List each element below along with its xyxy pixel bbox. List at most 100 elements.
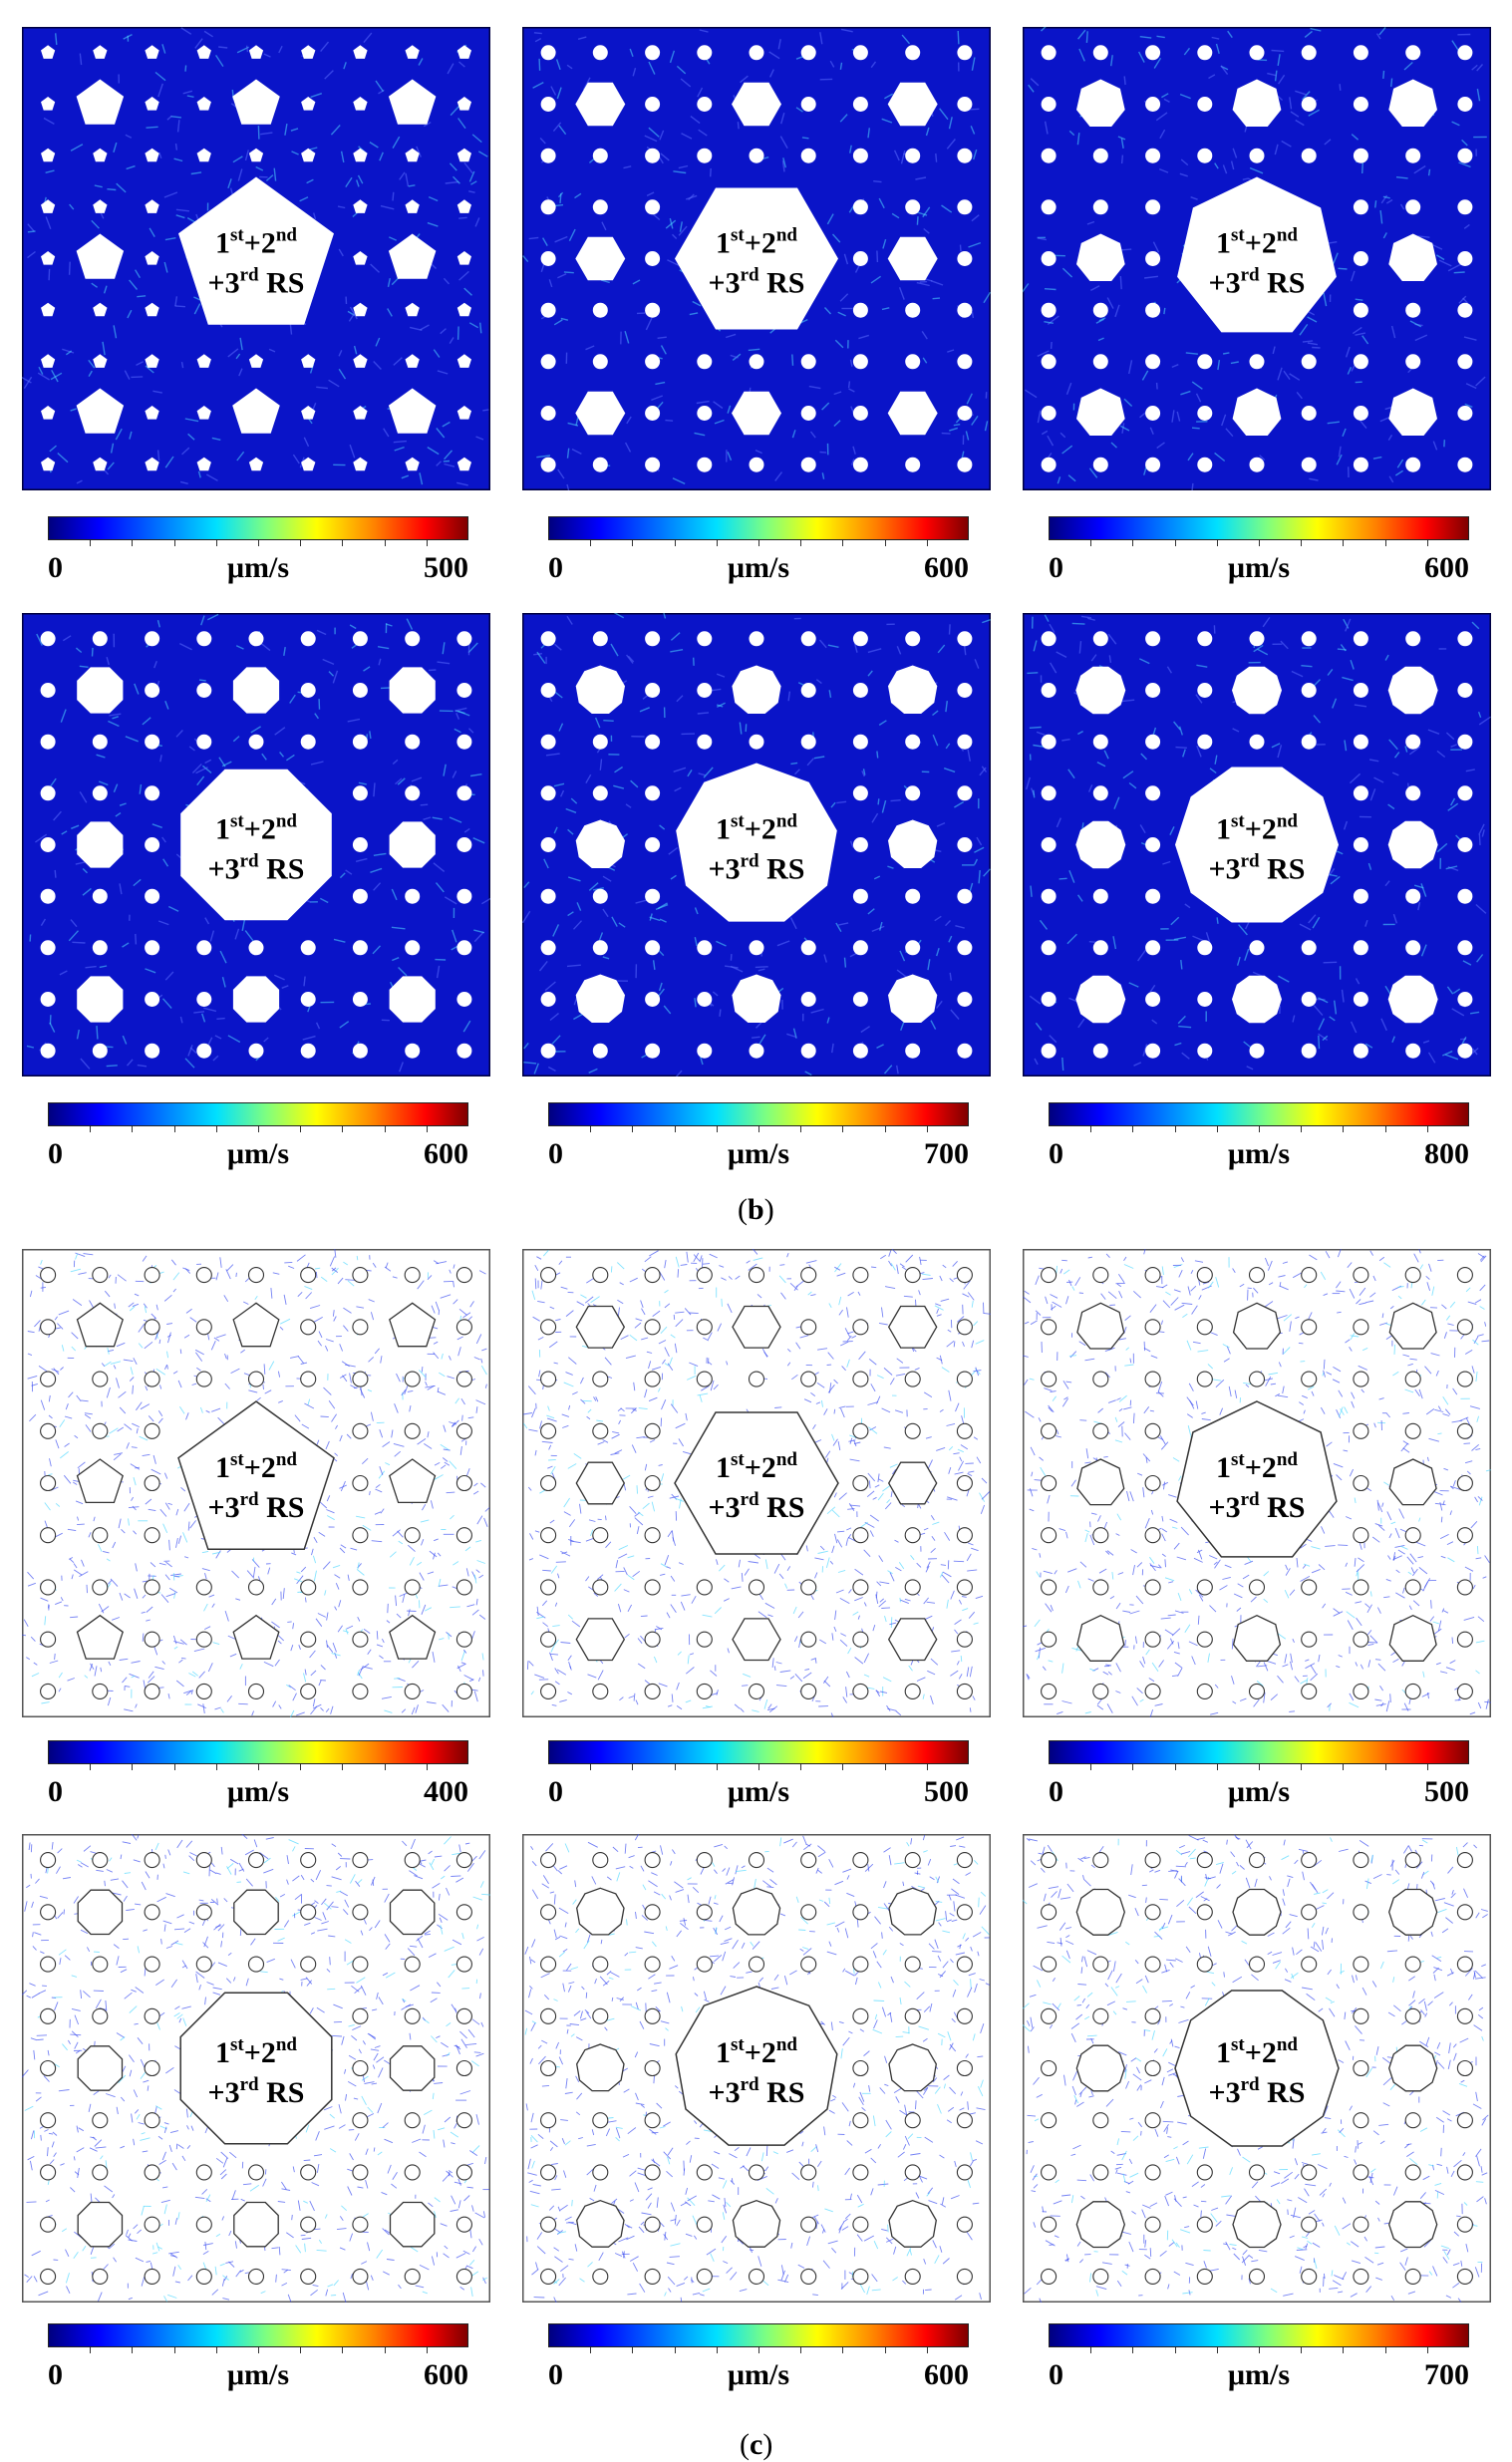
colorbar-c-4: 0 μm/s 600 [48,2323,468,2395]
colorbar-max-label: 700 [924,1137,969,1170]
center-label-line: 1st+2nd [215,811,297,846]
colorbar-min-label: 0 [48,2358,63,2391]
center-label-line: 1st+2nd [716,2034,797,2069]
colorbar-gradient [548,1102,969,1126]
center-rs-polygon [1175,767,1339,923]
center-rs-polygon [674,1411,839,1555]
colorbar-unit-label: μm/s [727,1775,790,1808]
colorbar-gradient [48,1740,468,1764]
center-label-line: +3rd RS [709,2074,805,2109]
center-rs-polygon [178,176,334,325]
center-label-line: +3rd RS [1209,2074,1306,2109]
colorbar-unit-label: μm/s [1227,2358,1291,2391]
field-panel-c-4: 1st+2nd +3rd RS [22,1834,490,2303]
colorbar-b-1: 0 μm/s 500 [48,516,468,588]
colorbar-unit-label: μm/s [727,551,790,584]
colorbar-min-label: 0 [548,1775,563,1808]
center-label-line: 1st+2nd [1216,1449,1298,1484]
field-panel-c-6: 1st+2nd +3rd RS [1023,1834,1491,2303]
caption-b: (b) [738,1193,774,1226]
colorbar-c-5: 0 μm/s 600 [548,2323,969,2395]
center-label-line: +3rd RS [1209,265,1306,300]
field-panel-c-2: 1st+2nd +3rd RS [522,1249,991,1717]
colorbar-max-label: 600 [424,2358,468,2391]
center-label-line: +3rd RS [208,2074,305,2109]
center-label-line: +3rd RS [1209,851,1306,886]
colorbar-gradient [548,1740,969,1764]
center-label-line: +3rd RS [208,265,305,300]
center-rs-polygon [676,763,837,922]
field-panel-c-5: 1st+2nd +3rd RS [522,1834,991,2303]
colorbar-max-label: 400 [424,1775,468,1808]
field-panel-c-1: 1st+2nd +3rd RS [22,1249,490,1717]
center-label-line: 1st+2nd [1216,225,1298,260]
center-rs-polygon [1177,176,1337,333]
colorbar-min-label: 0 [1049,551,1063,584]
colorbar-max-label: 700 [1424,2358,1469,2391]
center-label-line: 1st+2nd [1216,811,1298,846]
center-rs-polygon [180,769,332,921]
field-panel-b-5: 1st+2nd +3rd RS [522,613,991,1077]
colorbar-b-4: 0 μm/s 600 [48,1102,468,1174]
center-label-line: +3rd RS [208,851,305,886]
colorbar-max-label: 600 [924,2358,969,2391]
colorbar-min-label: 0 [48,1137,63,1170]
field-panel-b-3: 1st+2nd +3rd RS [1023,27,1491,490]
center-rs-polygon [1174,1990,1340,2147]
colorbar-b-3: 0 μm/s 600 [1049,516,1469,588]
colorbar-gradient [48,516,468,540]
center-label-line: 1st+2nd [215,2034,297,2069]
colorbar-min-label: 0 [1049,1137,1063,1170]
colorbar-min-label: 0 [1049,2358,1063,2391]
center-label-line: 1st+2nd [716,225,797,260]
colorbar-min-label: 0 [48,1775,63,1808]
colorbar-c-1: 0 μm/s 400 [48,1740,468,1812]
colorbar-min-label: 0 [548,551,563,584]
colorbar-gradient [1049,1740,1469,1764]
caption-c: (c) [740,2428,773,2461]
colorbar-gradient [548,516,969,540]
colorbar-unit-label: μm/s [1227,1137,1291,1170]
center-label-line: +3rd RS [208,1489,305,1524]
field-panel-b-6: 1st+2nd +3rd RS [1023,613,1491,1077]
colorbar-unit-label: μm/s [727,1137,790,1170]
colorbar-unit-label: μm/s [727,2358,790,2391]
colorbar-gradient [1049,1102,1469,1126]
colorbar-max-label: 500 [424,551,468,584]
colorbar-min-label: 0 [548,2358,563,2391]
colorbar-gradient [548,2323,969,2347]
center-label-line: +3rd RS [709,265,805,300]
field-panel-b-2: 1st+2nd +3rd RS [522,27,991,490]
colorbar-min-label: 0 [548,1137,563,1170]
colorbar-gradient [48,2323,468,2347]
center-label-line: +3rd RS [709,1489,805,1524]
colorbar-max-label: 500 [1424,1775,1469,1808]
colorbar-unit-label: μm/s [226,1137,290,1170]
colorbar-c-3: 0 μm/s 500 [1049,1740,1469,1812]
center-label-line: 1st+2nd [1216,2034,1298,2069]
center-label-line: 1st+2nd [215,225,297,260]
center-rs-polygon [177,1400,335,1551]
center-label-line: 1st+2nd [716,811,797,846]
colorbar-c-6: 0 μm/s 700 [1049,2323,1469,2395]
colorbar-max-label: 800 [1424,1137,1469,1170]
center-label-line: +3rd RS [1209,1489,1306,1524]
colorbar-min-label: 0 [1049,1775,1063,1808]
colorbar-b-5: 0 μm/s 700 [548,1102,969,1174]
colorbar-b-6: 0 μm/s 800 [1049,1102,1469,1174]
colorbar-gradient [1049,516,1469,540]
center-rs-polygon [675,187,838,330]
center-label-line: +3rd RS [709,851,805,886]
colorbar-unit-label: μm/s [1227,1775,1291,1808]
colorbar-max-label: 500 [924,1775,969,1808]
colorbar-unit-label: μm/s [226,1775,290,1808]
field-panel-b-1: 1st+2nd +3rd RS [22,27,490,490]
colorbar-b-2: 0 μm/s 600 [548,516,969,588]
colorbar-min-label: 0 [48,551,63,584]
center-label-line: 1st+2nd [215,1449,297,1484]
colorbar-max-label: 600 [1424,551,1469,584]
center-rs-polygon [675,1986,838,2146]
colorbar-gradient [1049,2323,1469,2347]
colorbar-max-label: 600 [424,1137,468,1170]
center-rs-polygon [179,1992,333,2145]
